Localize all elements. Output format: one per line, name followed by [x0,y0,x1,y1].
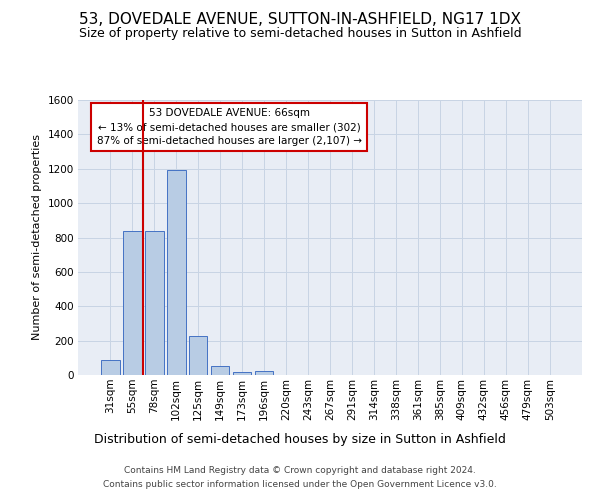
Y-axis label: Number of semi-detached properties: Number of semi-detached properties [32,134,42,340]
Bar [211,366,229,375]
Bar [189,336,208,375]
Bar [233,372,251,375]
Text: Contains public sector information licensed under the Open Government Licence v3: Contains public sector information licen… [103,480,497,489]
Text: Contains HM Land Registry data © Crown copyright and database right 2024.: Contains HM Land Registry data © Crown c… [124,466,476,475]
Bar [101,360,119,375]
Text: 53 DOVEDALE AVENUE: 66sqm
← 13% of semi-detached houses are smaller (302)
87% of: 53 DOVEDALE AVENUE: 66sqm ← 13% of semi-… [97,108,362,146]
Bar [255,370,274,375]
Bar [123,230,142,375]
Text: Size of property relative to semi-detached houses in Sutton in Ashfield: Size of property relative to semi-detach… [79,28,521,40]
Bar [167,170,185,375]
Bar [145,230,164,375]
Text: Distribution of semi-detached houses by size in Sutton in Ashfield: Distribution of semi-detached houses by … [94,432,506,446]
Text: 53, DOVEDALE AVENUE, SUTTON-IN-ASHFIELD, NG17 1DX: 53, DOVEDALE AVENUE, SUTTON-IN-ASHFIELD,… [79,12,521,28]
